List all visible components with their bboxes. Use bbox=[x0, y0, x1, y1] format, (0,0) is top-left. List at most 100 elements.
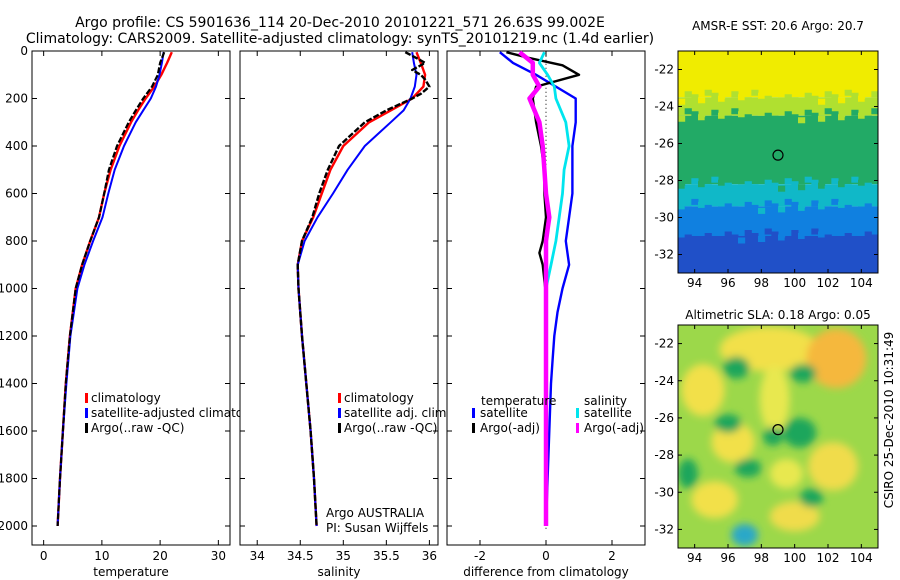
sst_map-band-edge bbox=[718, 95, 726, 102]
sst_map-band-edge bbox=[824, 206, 832, 213]
sst_map-xtick-label: 98 bbox=[754, 276, 769, 290]
sla_map-blob bbox=[783, 417, 817, 448]
sst_map-ytick-label: -22 bbox=[654, 63, 674, 77]
sst_map-band-edge bbox=[744, 201, 752, 208]
sst_map-band-edge bbox=[764, 179, 772, 186]
sst_map-band-edge bbox=[838, 181, 846, 188]
sst_map-band-edge bbox=[824, 91, 832, 98]
sla_map-title: Altimetric SLA: 0.18 Argo: 0.05 bbox=[685, 308, 870, 322]
sst_map-band-edge bbox=[751, 233, 759, 239]
sst_map-band-edge bbox=[724, 231, 732, 238]
legend-marker-argo-raw-qc bbox=[338, 423, 341, 433]
temperature-ytick-label: 0 bbox=[20, 44, 28, 58]
legend-label-argo-adj-1: Argo(-adj) bbox=[480, 421, 540, 435]
sst_map-band-edge bbox=[864, 231, 872, 238]
salinity-xtick-label: 36 bbox=[422, 549, 437, 563]
sst_map-band-edge bbox=[738, 111, 746, 118]
sst_map-band-edge bbox=[864, 182, 872, 189]
sst_map-band-edge bbox=[844, 204, 852, 211]
sla_map-blob bbox=[681, 364, 725, 417]
sst_map-band-edge bbox=[771, 182, 779, 189]
legend-label-argo-raw-qc: Argo(..raw -QC) bbox=[344, 421, 437, 435]
sst_map-ytick-label: -24 bbox=[654, 100, 674, 114]
sst_map-band-edge bbox=[778, 206, 786, 213]
sst_map-band-edge bbox=[818, 203, 826, 210]
sst_map-band-edge bbox=[758, 176, 766, 183]
sst_map-band-edge bbox=[864, 115, 872, 122]
sst_map-band-edge bbox=[811, 228, 819, 235]
sst_map-band-edge bbox=[771, 115, 779, 122]
sst_map-band-edge bbox=[718, 112, 726, 119]
sst_map-band-edge bbox=[864, 203, 872, 210]
sst_map-band-edge bbox=[778, 234, 786, 241]
sst_map-band-edge bbox=[731, 91, 739, 98]
sst_map-band-edge bbox=[851, 207, 859, 214]
sst_map-band-edge bbox=[731, 234, 739, 241]
sla_map-blob bbox=[806, 328, 867, 389]
temperature-ytick-label: 600 bbox=[5, 187, 28, 201]
legend-header-salinity: salinity bbox=[584, 394, 627, 408]
sst_map-band-edge bbox=[684, 91, 692, 98]
sla_map-blob bbox=[714, 414, 742, 433]
sst_map-band-edge bbox=[678, 182, 686, 189]
sst_map-band-edge bbox=[798, 117, 806, 124]
sst_map-band-edge bbox=[871, 185, 878, 192]
sst_map-band-edge bbox=[744, 181, 752, 188]
panel-temperature: 0 10 20 30 0 200 400 600 800 1000 1200 1400 1600 1800… bbox=[0, 44, 269, 579]
sst_map-band bbox=[678, 236, 878, 273]
sst_map-band-edge bbox=[764, 95, 772, 102]
legend-header-temperature: temperature bbox=[481, 394, 556, 408]
sst_map-band-edge bbox=[784, 198, 792, 205]
sst_map-argo-marker bbox=[772, 149, 784, 161]
legend-marker-climatology bbox=[338, 393, 341, 403]
sst_map-band-edge bbox=[711, 109, 719, 116]
sla_map-axes-box bbox=[677, 324, 879, 549]
sst_map-band-edge bbox=[738, 198, 746, 205]
sla_map-field bbox=[678, 325, 878, 548]
sla_map-blob bbox=[769, 458, 803, 489]
sst_map-band-edge bbox=[818, 115, 826, 122]
sst_map-band-edge bbox=[851, 92, 859, 99]
legend-marker-satellite-adj-clim bbox=[338, 408, 341, 418]
legend-label-argo-raw-qc: Argo(..raw -QC) bbox=[91, 421, 184, 435]
sst_map-band-edge bbox=[851, 109, 859, 116]
sst_map-band-edge bbox=[784, 94, 792, 101]
annotation-line: PI: Susan Wijffels bbox=[326, 521, 428, 535]
sst_map-band-edge bbox=[698, 230, 706, 236]
temperature-xlabel: temperature bbox=[93, 565, 168, 579]
sla_map-ytick-label: -28 bbox=[654, 448, 674, 462]
sla_map-xtick-label: 100 bbox=[783, 551, 806, 565]
sst_map-band-edge bbox=[704, 184, 712, 191]
sst_map-band-edge bbox=[871, 234, 878, 241]
sst_map-band-edge bbox=[751, 89, 759, 96]
legend-marker-argo-adj-3 bbox=[576, 423, 579, 433]
legend-marker-argo-raw-qc bbox=[85, 423, 88, 433]
sst_map-band-edge bbox=[824, 185, 832, 192]
sst_map-band-edge bbox=[778, 185, 786, 192]
temperature-ytick-label: 1600 bbox=[0, 424, 28, 438]
sst_map-band-edge bbox=[844, 184, 852, 191]
legend-label-climatology: climatology bbox=[91, 391, 161, 405]
sla_map-xtick-label: 96 bbox=[720, 551, 735, 565]
sst_map-band-edge bbox=[844, 89, 852, 96]
sst_map-ytick-label: -26 bbox=[654, 137, 674, 151]
sla_map-xtick-label: 104 bbox=[850, 551, 873, 565]
sst_map-band bbox=[678, 51, 878, 98]
salinity-xtick-label: 35 bbox=[336, 549, 351, 563]
temperature-xtick-label: 0 bbox=[40, 549, 48, 563]
legend-marker-satellite-0 bbox=[472, 408, 475, 418]
panel-salinity: 34 34.5 35 35.5 36 salinity climatologysatelli… bbox=[239, 50, 450, 579]
sla_map-xtick-label: 94 bbox=[687, 551, 702, 565]
sst_map-band-edge bbox=[684, 108, 692, 115]
sla_map-blob bbox=[759, 365, 790, 433]
sst_map-band-edge bbox=[678, 203, 686, 210]
sst_map-xtick-label: 94 bbox=[687, 276, 702, 290]
sst_map-band-edge bbox=[798, 89, 806, 96]
sst_map-band-edge bbox=[831, 94, 839, 101]
sst_map-band-edge bbox=[711, 176, 719, 183]
sst_map-band-edge bbox=[751, 117, 759, 124]
sst_map-band-edge bbox=[858, 112, 866, 119]
sst_map-band-edge bbox=[871, 206, 878, 213]
sst_map-band-edge bbox=[744, 97, 752, 104]
sst_map-band-edge bbox=[804, 92, 812, 99]
